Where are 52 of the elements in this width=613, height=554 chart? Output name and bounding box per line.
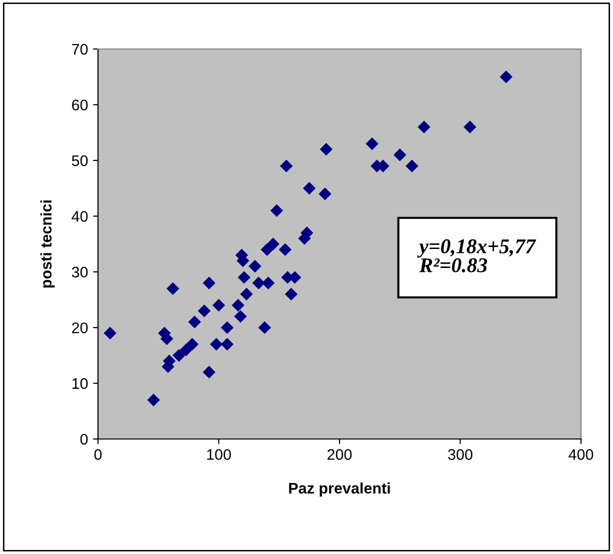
point <box>210 338 223 351</box>
y-tick-label: 50 <box>72 155 88 166</box>
point <box>366 137 378 150</box>
point <box>464 120 476 134</box>
point <box>418 120 430 134</box>
point <box>284 288 298 301</box>
point <box>278 243 292 256</box>
x-axis-title: Paz prevalenti <box>289 482 390 497</box>
point <box>280 160 293 172</box>
x-tick-label: 300 <box>448 449 472 460</box>
point <box>180 343 193 356</box>
point <box>262 276 275 290</box>
point <box>238 271 250 284</box>
point <box>500 70 512 84</box>
y-tick-label: 70 <box>72 44 88 55</box>
y-tick-label: 30 <box>72 266 88 278</box>
point <box>234 310 247 323</box>
x-tick-label: 0 <box>94 449 102 460</box>
point <box>252 276 265 290</box>
point <box>248 260 262 273</box>
point <box>318 187 332 200</box>
point <box>198 304 211 318</box>
point <box>212 298 226 312</box>
point <box>232 298 244 312</box>
point <box>394 148 406 162</box>
annotation: y=0,18x+5,77 R²=0.83 <box>417 239 536 272</box>
point <box>188 316 201 328</box>
point <box>172 349 186 362</box>
y-tick-label: 20 <box>72 322 88 334</box>
point <box>166 282 180 295</box>
point <box>220 338 234 351</box>
point <box>302 182 316 195</box>
y-axis-title: posti tecnici <box>40 200 55 288</box>
y-tick-label: 40 <box>72 211 88 222</box>
x-tick-label: 200 <box>328 449 352 460</box>
point <box>104 326 116 340</box>
point <box>186 338 199 351</box>
point <box>266 238 280 250</box>
y-tick-label: 60 <box>72 100 88 110</box>
point <box>240 288 253 301</box>
point <box>258 321 271 334</box>
point <box>202 276 216 290</box>
y-tick-label: 0 <box>80 434 88 445</box>
y-tick-label: 10 <box>72 378 88 389</box>
point <box>220 321 234 334</box>
x-tick-label: 400 <box>568 449 594 460</box>
point <box>406 160 418 172</box>
point <box>320 142 333 156</box>
point <box>147 394 160 406</box>
point <box>270 204 284 217</box>
x-tick-label: 100 <box>207 449 231 460</box>
point <box>202 366 216 379</box>
